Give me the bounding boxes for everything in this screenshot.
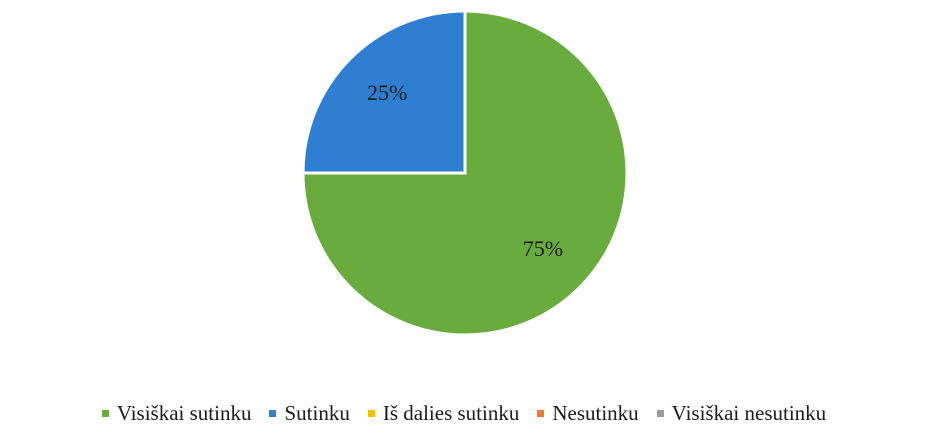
legend-swatch-visiskai-nesutinku xyxy=(656,409,664,417)
pie-slice-sutinku xyxy=(301,9,467,175)
legend-item-is-dalies-sutinku: Iš dalies sutinku xyxy=(367,400,520,426)
chart-legend: Visiškai sutinku Sutinku Iš dalies sutinku… xyxy=(0,398,928,428)
pie-chart: 75% 25% xyxy=(301,9,629,337)
pie-slices xyxy=(301,9,629,337)
legend-item-visiskai-sutinku: Visiškai sutinku xyxy=(101,400,252,426)
legend-item-sutinku: Sutinku xyxy=(269,400,350,426)
legend-label: Visiškai sutinku xyxy=(116,400,252,425)
legend-swatch-is-dalies-sutinku xyxy=(367,409,375,417)
legend-swatch-visiskai-sutinku xyxy=(101,409,109,417)
legend-swatch-sutinku xyxy=(269,409,277,417)
legend-swatch-nesutinku xyxy=(537,409,545,417)
legend-item-nesutinku: Nesutinku xyxy=(537,400,639,426)
legend-label: Sutinku xyxy=(284,400,350,425)
legend-item-visiskai-nesutinku: Visiškai nesutinku xyxy=(656,400,827,426)
pie-slice-labels: 75% 25% xyxy=(367,80,563,261)
slice-label-sutinku: 25% xyxy=(367,80,407,105)
legend-label: Nesutinku xyxy=(552,400,639,425)
slice-label-visiskai-sutinku: 75% xyxy=(523,236,563,261)
legend-label: Visiškai nesutinku xyxy=(671,400,827,425)
legend-label: Iš dalies sutinku xyxy=(382,400,520,425)
